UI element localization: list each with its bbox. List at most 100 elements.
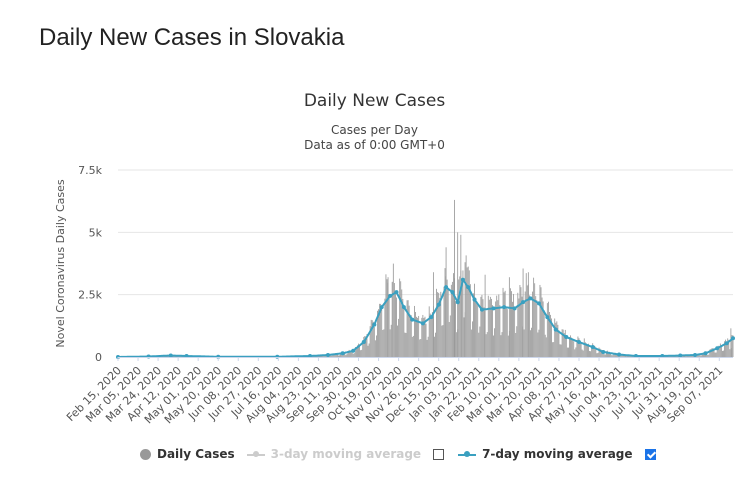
daily-cases-bar <box>692 356 694 357</box>
daily-cases-bar <box>546 303 548 357</box>
daily-cases-bar <box>421 317 423 357</box>
daily-cases-bar <box>619 355 621 357</box>
daily-cases-bar <box>384 298 386 357</box>
daily-cases-bar <box>610 353 612 357</box>
seven-day-average-point <box>693 353 698 358</box>
daily-cases-bar <box>585 343 587 357</box>
daily-cases-bar <box>535 296 537 357</box>
daily-cases-bar <box>354 347 356 357</box>
daily-cases-bar <box>368 343 370 357</box>
seven-day-average-point <box>455 300 460 305</box>
daily-cases-bar <box>461 278 463 357</box>
daily-cases-bar <box>429 313 431 357</box>
daily-cases-bar <box>426 339 428 357</box>
daily-cases-bar <box>708 354 710 357</box>
daily-cases-bar <box>440 291 442 357</box>
daily-cases-bar <box>362 340 364 357</box>
daily-cases-bar <box>556 321 558 357</box>
daily-cases-bar <box>703 352 704 357</box>
seven-day-average-point <box>528 296 533 301</box>
daily-cases-bar <box>537 332 539 357</box>
daily-cases-bar <box>168 356 170 357</box>
daily-cases-bar <box>397 325 398 357</box>
daily-cases-bar <box>554 318 556 357</box>
daily-cases-bar <box>614 353 616 357</box>
legend-7day-average[interactable]: 7-day moving average <box>458 447 633 461</box>
daily-cases-bar <box>389 329 391 357</box>
seven-day-average-point <box>372 322 377 327</box>
daily-cases-bar <box>435 332 436 357</box>
daily-cases-bar <box>175 356 177 357</box>
daily-cases-bar <box>506 309 508 357</box>
daily-cases-spike-bar <box>464 262 466 357</box>
daily-cases-bar <box>470 329 472 357</box>
daily-cases-bar <box>410 315 412 357</box>
daily-cases-bar <box>345 355 347 357</box>
daily-cases-bar <box>386 279 388 357</box>
legend-daily-cases[interactable]: Daily Cases <box>140 447 235 461</box>
daily-cases-bar <box>526 285 528 357</box>
daily-cases-bar <box>551 318 552 357</box>
daily-cases-bar <box>361 349 363 357</box>
daily-cases-bar <box>533 277 535 357</box>
daily-cases-bar <box>517 292 519 357</box>
daily-cases-bar <box>482 299 484 357</box>
daily-cases-bar <box>374 340 376 357</box>
daily-cases-bar <box>377 310 378 357</box>
legend-3day-average[interactable]: 3-day moving average <box>246 447 421 461</box>
seven-day-average-point <box>512 306 517 311</box>
daily-cases-bar <box>358 343 359 357</box>
seven-day-average-point <box>601 350 606 355</box>
daily-cases-bar <box>373 326 375 357</box>
daily-cases-bar <box>579 341 581 357</box>
daily-cases-bar <box>541 297 543 357</box>
daily-cases-bar <box>716 347 718 357</box>
daily-cases-bar <box>411 336 413 357</box>
daily-cases-bar <box>534 283 536 357</box>
daily-cases-bar <box>409 314 411 357</box>
daily-cases-bar <box>466 267 468 357</box>
daily-cases-bar <box>590 351 592 357</box>
ma3-checkbox[interactable] <box>433 448 445 460</box>
daily-cases-bar <box>376 335 377 357</box>
daily-cases-bar <box>381 308 383 357</box>
daily-cases-bar <box>600 349 602 357</box>
seven-day-average-point <box>703 351 708 356</box>
daily-cases-bar <box>550 314 551 357</box>
daily-cases-bar <box>584 342 586 357</box>
daily-cases-bar <box>520 287 522 357</box>
daily-cases-bar <box>713 349 715 357</box>
daily-cases-bar <box>580 343 582 357</box>
daily-cases-bar <box>371 320 373 357</box>
daily-cases-bar <box>463 317 465 357</box>
daily-cases-bar <box>360 350 362 357</box>
seven-day-average-point <box>564 335 569 340</box>
daily-cases-bar <box>474 283 475 357</box>
daily-cases-bar <box>353 353 355 357</box>
daily-cases-bar <box>422 314 424 357</box>
daily-cases-bar <box>547 301 549 357</box>
daily-cases-bar <box>476 301 478 357</box>
daily-cases-bar <box>515 332 517 357</box>
ma7-checkbox[interactable] <box>644 448 656 460</box>
daily-cases-bar <box>582 350 584 357</box>
daily-cases-bar <box>357 345 358 357</box>
daily-cases-bar <box>336 353 338 357</box>
daily-cases-bar <box>569 337 570 357</box>
daily-cases-bar <box>344 352 346 357</box>
daily-cases-bar <box>564 329 566 357</box>
daily-cases-bar <box>414 305 415 357</box>
daily-cases-bar <box>434 336 435 357</box>
daily-cases-spike-bar <box>508 277 510 357</box>
daily-cases-bar <box>588 343 589 357</box>
daily-cases-bar <box>530 330 531 357</box>
daily-cases-bar <box>626 356 627 357</box>
legend-ma7-label: 7-day moving average <box>482 447 633 461</box>
daily-cases-bar <box>714 352 716 357</box>
daily-cases-bar <box>437 292 439 357</box>
daily-cases-bar <box>359 345 360 357</box>
y-axis-ticks: 0 2.5k 5k 7.5k <box>78 164 102 364</box>
daily-cases-bar <box>441 325 443 357</box>
daily-cases-spike-bar <box>730 328 732 357</box>
daily-cases-bar <box>468 270 470 357</box>
